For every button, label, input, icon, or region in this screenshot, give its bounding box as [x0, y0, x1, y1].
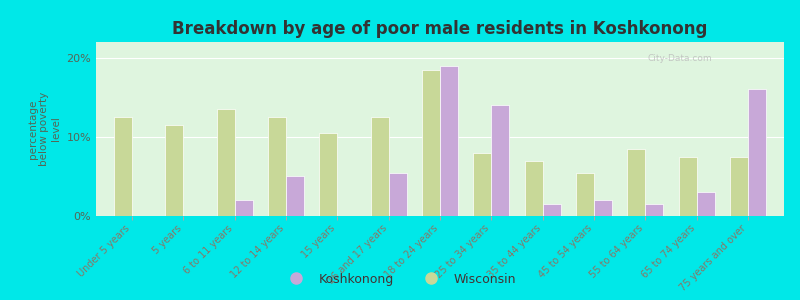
- Bar: [730, 157, 748, 216]
- Bar: [474, 153, 491, 216]
- Bar: [217, 109, 234, 216]
- Bar: [370, 117, 389, 216]
- Bar: [627, 149, 646, 216]
- Bar: [525, 160, 542, 216]
- Bar: [389, 172, 406, 216]
- Bar: [678, 157, 697, 216]
- Y-axis label: percentage
below poverty
level: percentage below poverty level: [28, 92, 61, 166]
- Text: City-Data.com: City-Data.com: [648, 54, 713, 63]
- Bar: [114, 117, 132, 216]
- Bar: [748, 89, 766, 216]
- Title: Breakdown by age of poor male residents in Koshkonong: Breakdown by age of poor male residents …: [172, 20, 708, 38]
- Bar: [286, 176, 304, 216]
- Bar: [422, 70, 440, 216]
- Bar: [576, 172, 594, 216]
- Bar: [234, 200, 253, 216]
- Bar: [594, 200, 612, 216]
- Bar: [697, 192, 714, 216]
- Bar: [646, 204, 663, 216]
- Bar: [542, 204, 561, 216]
- Bar: [166, 125, 183, 216]
- Bar: [440, 66, 458, 216]
- Bar: [491, 105, 510, 216]
- Bar: [268, 117, 286, 216]
- Legend: Koshkonong, Wisconsin: Koshkonong, Wisconsin: [278, 268, 522, 291]
- Bar: [319, 133, 338, 216]
